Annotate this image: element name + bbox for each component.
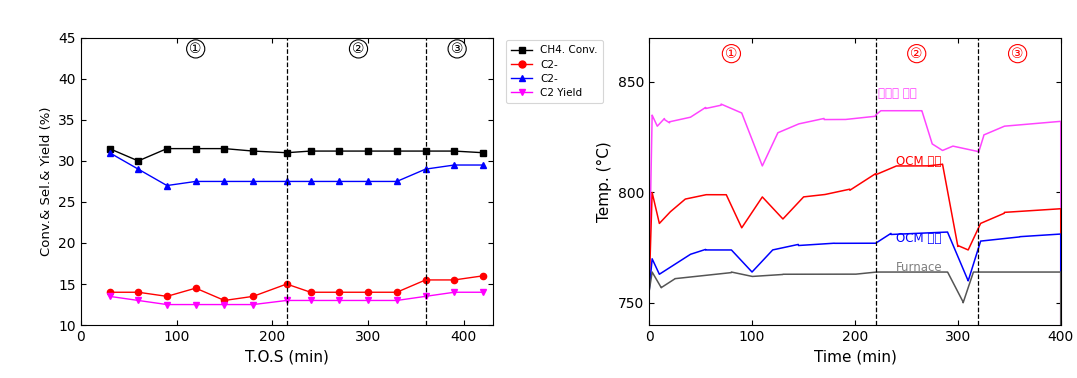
Text: Furnace: Furnace [896, 261, 942, 274]
Legend: CH4. Conv., C2-, C2-, C2 Yield: CH4. Conv., C2-, C2-, C2 Yield [506, 40, 603, 103]
Text: ①: ① [190, 42, 202, 56]
Text: ③: ③ [451, 42, 463, 56]
X-axis label: T.O.S (min): T.O.S (min) [244, 350, 328, 364]
Text: ②: ② [910, 46, 923, 60]
Text: 리포머 센터: 리포머 센터 [878, 87, 917, 99]
Y-axis label: Temp. (°C): Temp. (°C) [598, 141, 612, 222]
Text: OCM 센터: OCM 센터 [896, 155, 941, 168]
Text: ①: ① [725, 46, 738, 60]
Text: ③: ③ [1011, 46, 1024, 60]
Text: OCM 하부: OCM 하부 [896, 232, 941, 245]
Text: ②: ② [352, 42, 365, 56]
X-axis label: Time (min): Time (min) [813, 350, 896, 364]
Y-axis label: Conv.& Sel.& Yield (%): Conv.& Sel.& Yield (%) [40, 107, 53, 256]
